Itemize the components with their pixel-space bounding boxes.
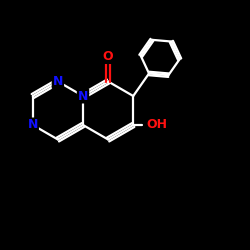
- Text: O: O: [103, 50, 114, 63]
- Text: N: N: [78, 90, 88, 102]
- Text: N: N: [53, 75, 63, 88]
- Text: N: N: [28, 118, 38, 132]
- Text: OH: OH: [146, 118, 168, 132]
